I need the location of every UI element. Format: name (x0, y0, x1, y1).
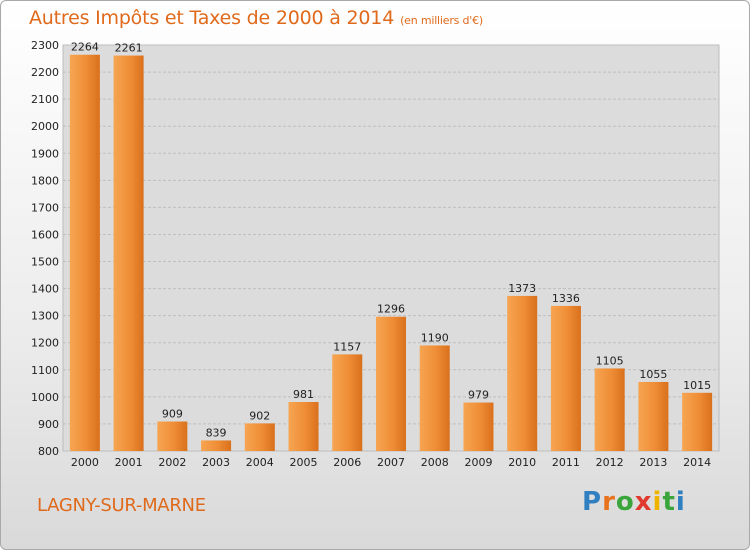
x-tick-label-2003: 2003 (202, 456, 230, 469)
y-tick-label: 2200 (31, 66, 59, 79)
value-label-2012: 1105 (596, 354, 624, 367)
value-label-2000: 2264 (71, 41, 99, 54)
x-tick-label-2007: 2007 (377, 456, 405, 469)
logo-letter: P (582, 487, 603, 517)
y-tick-label: 1100 (31, 364, 59, 377)
y-tick-label: 1300 (31, 310, 59, 323)
y-tick-label: 1000 (31, 391, 59, 404)
value-label-2008: 1190 (421, 331, 449, 344)
y-tick-label: 2000 (31, 120, 59, 133)
bar-2008 (419, 345, 450, 451)
bar-2007 (376, 316, 406, 451)
y-axis-ticks: 800 900 1000 1100 1200 1300 1400 1500 1600 1700 18… (31, 39, 59, 458)
value-label-2013: 1055 (639, 368, 667, 381)
bar-2004 (244, 423, 275, 451)
x-tick-label-2008: 2008 (421, 456, 449, 469)
logo-letter: t (662, 487, 676, 517)
chart-title: Autres Impôts et Taxes de 2000 à 2014 (en… (29, 7, 483, 29)
logo-letter: r (602, 487, 616, 517)
bar-2001 (113, 55, 144, 451)
y-tick-label: 1800 (31, 174, 59, 187)
chart-title-text: Autres Impôts et Taxes de 2000 à 2014 (29, 7, 395, 29)
y-tick-label: 800 (38, 445, 59, 458)
bar-2006 (332, 354, 363, 451)
bar-2014 (682, 392, 713, 451)
logo-letter: x (634, 487, 653, 517)
y-tick-label: 1900 (31, 147, 59, 160)
value-label-2014: 1015 (683, 379, 711, 392)
bar-2002 (157, 421, 188, 451)
bar-2009 (463, 402, 494, 451)
y-tick-label: 1700 (31, 201, 59, 214)
x-tick-label-2014: 2014 (683, 456, 711, 469)
x-axis-ticks: 2000 2001 2002 2003 2004 2005 2006 2007 2008 2009… (71, 456, 711, 469)
value-label-2005: 981 (293, 388, 314, 401)
x-tick-label-2001: 2001 (115, 456, 143, 469)
proxiti-logo: Proxiti (582, 487, 686, 517)
x-tick-label-2004: 2004 (246, 456, 274, 469)
x-tick-label-2005: 2005 (290, 456, 318, 469)
value-label-2001: 2261 (115, 42, 143, 55)
value-label-2009: 979 (468, 389, 489, 402)
x-tick-label-2006: 2006 (333, 456, 361, 469)
y-tick-label: 1400 (31, 283, 59, 296)
bar-2000 (69, 54, 100, 452)
bar-2012 (594, 368, 625, 451)
y-tick-label: 2100 (31, 93, 59, 106)
bars (69, 54, 713, 452)
value-label-2011: 1336 (552, 292, 580, 305)
logo-letter: i (652, 487, 663, 517)
x-tick-label-2000: 2000 (71, 456, 99, 469)
x-tick-label-2002: 2002 (158, 456, 186, 469)
value-label-2007: 1296 (377, 303, 405, 316)
value-label-2002: 909 (162, 407, 183, 420)
logo-letter: o (615, 487, 635, 517)
x-tick-label-2012: 2012 (596, 456, 624, 469)
x-tick-label-2009: 2009 (464, 456, 492, 469)
x-tick-label-2013: 2013 (639, 456, 667, 469)
logo-letter: i (675, 487, 686, 517)
city-name: LAGNY-SUR-MARNE (37, 495, 206, 516)
bar-2005 (288, 402, 319, 451)
value-label-2004: 902 (249, 409, 270, 422)
value-label-2010: 1373 (508, 282, 536, 295)
y-tick-label: 1500 (31, 256, 59, 269)
value-labels: 2264 2261 909 839 902 981 1157 1296 1190 979 1373 1… (71, 41, 711, 440)
bar-2010 (507, 295, 538, 451)
bar-2003 (201, 440, 232, 451)
bar-2013 (638, 381, 669, 451)
value-label-2003: 839 (206, 426, 227, 439)
x-tick-label-2011: 2011 (552, 456, 580, 469)
x-tick-label-2010: 2010 (508, 456, 536, 469)
y-tick-label: 1600 (31, 228, 59, 241)
y-tick-label: 2300 (31, 39, 59, 52)
chart-subtitle: (en milliers d'€) (400, 14, 483, 27)
value-label-2006: 1157 (333, 340, 361, 353)
y-tick-label: 1200 (31, 337, 59, 350)
y-tick-label: 900 (38, 418, 59, 431)
bar-2011 (550, 305, 581, 451)
